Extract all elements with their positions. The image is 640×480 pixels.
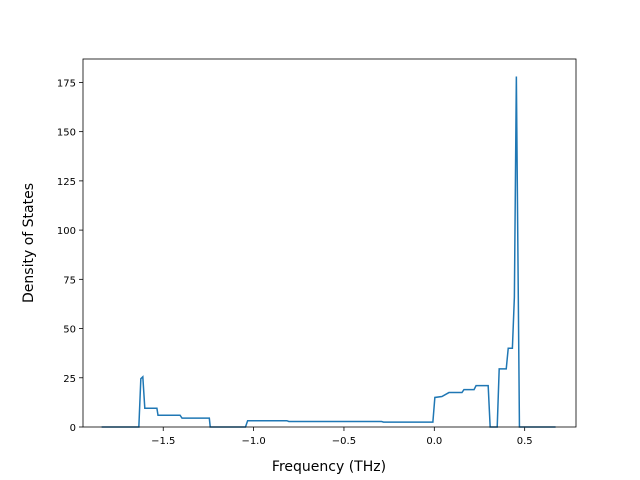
y-tick-label: 175 [57, 78, 76, 89]
y-tick-label: 150 [57, 128, 76, 139]
y-tick-label: 100 [57, 226, 76, 237]
x-axis-label: Frequency (THz) [272, 459, 386, 475]
y-tick-label: 125 [57, 177, 76, 188]
axes-frame [82, 58, 577, 428]
x-tick-label: 0.0 [426, 436, 442, 447]
y-tick-label: 75 [63, 275, 76, 286]
x-tick-label: 0.5 [517, 436, 533, 447]
y-axis-label: Density of States [21, 183, 37, 303]
x-tick-label: −1.0 [241, 436, 265, 447]
data-line [101, 76, 556, 428]
y-tick-label: 25 [63, 374, 76, 385]
y-tick-label: 0 [70, 423, 76, 434]
x-tick-label: −0.5 [332, 436, 356, 447]
y-tick-label: 50 [63, 325, 76, 336]
x-tick-label: −1.5 [151, 436, 175, 447]
